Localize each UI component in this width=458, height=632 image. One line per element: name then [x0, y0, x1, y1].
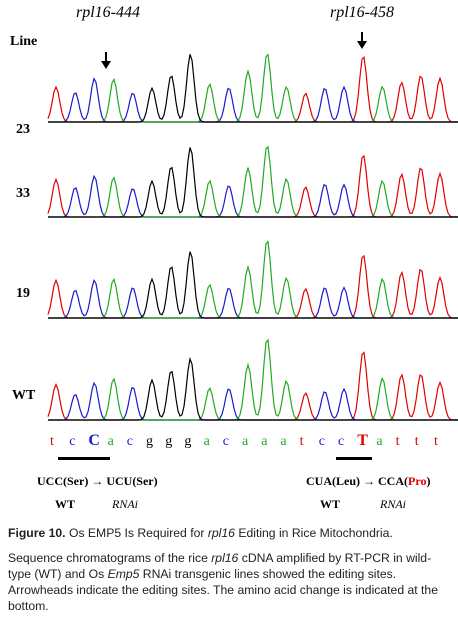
- sequence-base: c: [318, 434, 326, 449]
- line-header: Line: [10, 34, 38, 49]
- line-label-wt: WT: [12, 388, 36, 403]
- caption-body: Sequence chromatograms of the rice rpl16…: [8, 551, 438, 613]
- sequence-base: a: [261, 434, 268, 449]
- caption-title: Figure 10. Os EMP5 Is Required for rpl16…: [8, 526, 393, 540]
- trace-a-row-3: [48, 338, 458, 421]
- amino-change-left: UCC(Ser) → UCU(Ser): [37, 474, 158, 488]
- site-label-rpl16-444: rpl16-444: [76, 4, 140, 21]
- trace-a-row-2: [48, 240, 458, 319]
- line-label-19: 19: [16, 286, 30, 301]
- trace-t-row-3: [47, 351, 458, 421]
- sequence-base: g: [165, 434, 173, 449]
- sequence-base: g: [184, 434, 192, 449]
- amino-change-right: CUA(Leu) → CCA(Pro): [306, 474, 431, 488]
- sequence-base: g: [146, 434, 153, 449]
- trace-t-row-2: [47, 254, 458, 319]
- sequence-base: a: [203, 434, 210, 449]
- sequence-base: t: [299, 434, 304, 449]
- underline-left: [58, 457, 110, 460]
- sequence-base: a: [280, 434, 287, 449]
- underline-right: [336, 457, 372, 460]
- trace-g-row-3: [48, 356, 458, 421]
- trace-a-row-0: [48, 53, 458, 123]
- arrow-down-icon: [101, 52, 111, 69]
- sequence-base: C: [88, 432, 100, 449]
- sequence-base: a: [107, 434, 114, 449]
- wt-label-right: WT: [320, 497, 341, 511]
- sequence-base: c: [126, 434, 134, 449]
- sequence-base: T: [357, 432, 368, 449]
- chromatogram-panel: [47, 53, 458, 421]
- sequence-base: a: [376, 434, 383, 449]
- sequence-base: c: [69, 434, 76, 449]
- trace-a-row-1: [48, 145, 458, 218]
- trace-g-row-0: [48, 54, 458, 123]
- trace-g-row-1: [48, 147, 458, 218]
- trace-t-row-1: [47, 154, 458, 218]
- line-label-23: 23: [16, 122, 30, 137]
- rnai-label-right: RNAi: [380, 497, 406, 511]
- sequence-base: c: [222, 434, 230, 449]
- wt-label-left: WT: [55, 497, 76, 511]
- sequence-base: a: [242, 434, 249, 449]
- trace-g-row-2: [48, 251, 458, 319]
- site-label-rpl16-458: rpl16-458: [330, 4, 394, 21]
- arrow-down-icon: [357, 32, 367, 49]
- line-label-33: 33: [16, 186, 30, 201]
- figure-caption: Figure 10. Os EMP5 Is Required for rpl16…: [8, 525, 452, 623]
- rnai-label-left: RNAi: [112, 497, 138, 511]
- sequence-base: t: [434, 434, 438, 449]
- sequence-base: c: [338, 434, 345, 449]
- sequence-base: t: [50, 434, 54, 449]
- sequence-base: t: [414, 434, 419, 449]
- sequence-base: t: [395, 434, 400, 449]
